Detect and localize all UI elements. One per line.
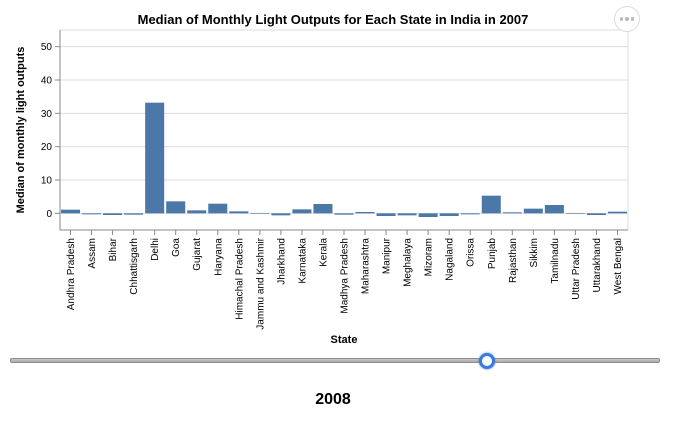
y-tick-label: 40 — [41, 76, 53, 87]
x-tick-label: Uttarakhand — [592, 238, 603, 292]
bar — [208, 203, 228, 214]
year-label: 2008 — [315, 391, 351, 408]
x-tick-label: Chhattisgarh — [129, 238, 140, 295]
x-tick-label: Delhi — [150, 238, 161, 261]
bar — [103, 213, 123, 215]
x-axis: Andhra Pradesh Assam Bihar Chhattisgarh Delh… — [60, 229, 628, 330]
bar — [586, 213, 606, 215]
bars — [61, 102, 627, 217]
x-tick-label: Meghalaya — [403, 238, 414, 287]
x-tick-label: Jharkhand — [276, 238, 287, 285]
x-tick-label: Nagaland — [445, 238, 456, 281]
y-tick-label: 10 — [41, 176, 53, 187]
x-tick-label: Manipur — [382, 237, 393, 274]
dot-icon — [625, 17, 629, 21]
x-tick-label: Sikkim — [529, 238, 540, 267]
bar — [166, 201, 186, 214]
slider-track[interactable] — [10, 358, 660, 363]
bar — [82, 213, 102, 215]
bar — [607, 211, 627, 214]
bar — [460, 213, 480, 215]
year-slider[interactable] — [10, 353, 660, 369]
x-tick-label: Assam — [87, 238, 98, 269]
y-tick-label: 0 — [46, 209, 52, 220]
bar — [439, 213, 459, 216]
bar — [502, 212, 522, 214]
x-tick-label: Tamilnadu — [550, 238, 561, 284]
x-tick-label: Jammu and Kashmir — [255, 237, 266, 329]
x-axis-title: State — [331, 334, 358, 346]
dot-icon — [619, 17, 624, 21]
x-tick-label: West Bengal — [613, 238, 624, 295]
bar — [334, 213, 354, 215]
x-tick-label: Orissa — [466, 238, 477, 267]
x-tick-label: Andhra Pradesh — [66, 238, 77, 310]
slider-thumb[interactable] — [479, 353, 496, 369]
y-axis-title: Median of monthly light outputs — [15, 47, 27, 214]
x-tick-label: Goa — [171, 238, 182, 257]
y-tick-label: 50 — [41, 42, 53, 53]
more-options-button[interactable] — [614, 6, 640, 32]
bar — [481, 195, 501, 214]
bar — [376, 213, 396, 216]
bar — [418, 213, 438, 217]
x-tick-label: Madhya Pradesh — [340, 238, 351, 314]
bar — [544, 205, 564, 214]
x-tick-label: Himachal Pradesh — [234, 238, 245, 320]
x-tick-label: Bihar — [108, 237, 119, 261]
bar-chart: Median of Monthly Light Outputs for Each… — [15, 12, 629, 346]
bar — [187, 210, 207, 214]
x-tick-label: Rajasthan — [508, 238, 519, 283]
bar — [397, 213, 417, 216]
y-axis: 0 10 20 30 40 50 — [41, 30, 61, 230]
bar — [145, 102, 165, 214]
bar — [271, 213, 291, 216]
bar — [292, 209, 312, 214]
bar — [355, 212, 375, 214]
dot-icon — [630, 17, 635, 21]
x-tick-label: Punjab — [487, 238, 498, 270]
bar — [250, 213, 270, 214]
x-tick-label: Uttar Pradesh — [571, 238, 582, 300]
x-tick-label: Mizoram — [424, 238, 435, 276]
bar — [61, 209, 81, 214]
y-tick-label: 30 — [41, 109, 53, 120]
bar — [313, 204, 333, 214]
x-tick-label: Maharashtra — [361, 238, 372, 295]
x-tick-label: Haryana — [213, 238, 224, 276]
bar — [565, 213, 585, 214]
bar — [523, 208, 543, 214]
bar — [229, 211, 249, 214]
chart-title: Median of Monthly Light Outputs for Each… — [138, 12, 529, 27]
bar — [124, 213, 144, 215]
x-tick-label: Karnataka — [297, 238, 308, 284]
x-tick-label: Kerala — [318, 238, 329, 267]
x-tick-label: Gujarat — [192, 238, 203, 271]
y-tick-label: 20 — [41, 142, 53, 153]
